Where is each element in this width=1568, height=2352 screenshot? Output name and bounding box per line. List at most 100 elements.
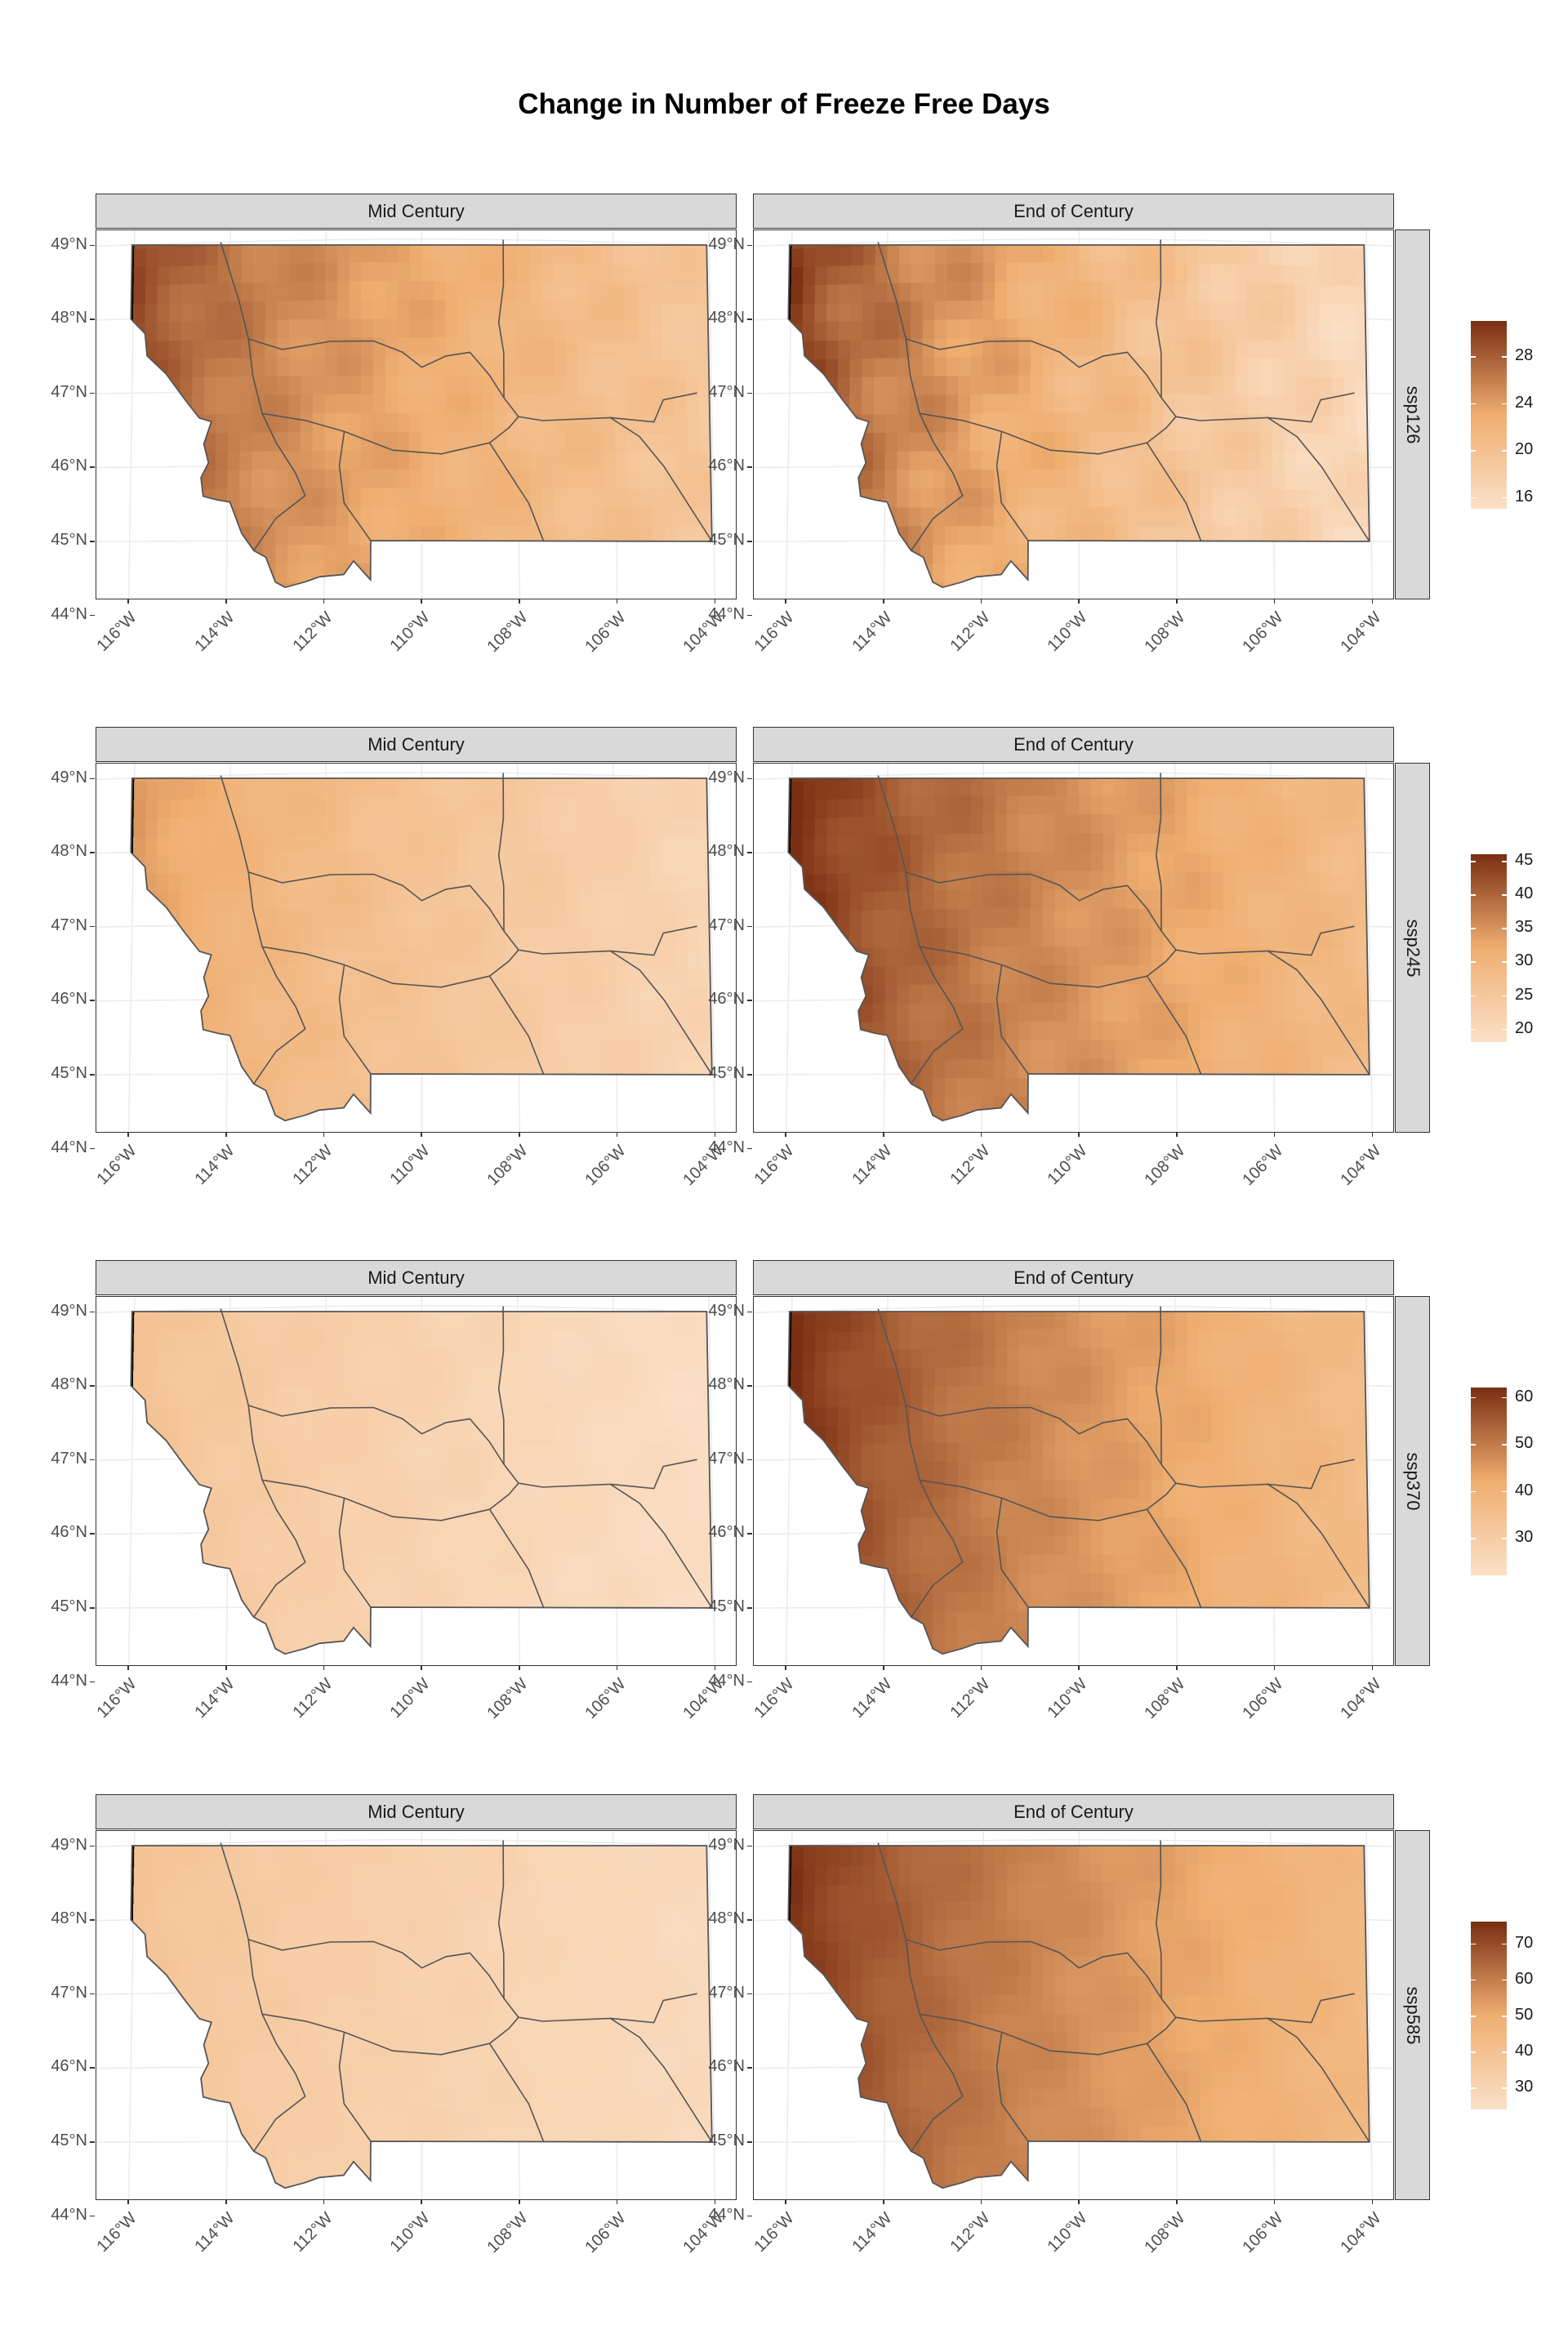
climate-division-boundary [261, 946, 519, 988]
y-tick-label: 44°N [51, 604, 87, 623]
montana-map [96, 1831, 736, 2199]
y-tick-label: 45°N [51, 1597, 87, 1616]
graticule-parallel [754, 1839, 1393, 1848]
y-tick [747, 466, 752, 468]
y-tick [747, 2141, 752, 2143]
x-tick-label: 108°W [1141, 608, 1189, 657]
x-tick [1078, 1665, 1080, 1670]
x-tick-label: 104°W [1336, 608, 1385, 657]
legend-tick [1471, 1943, 1476, 1945]
climate-division-boundary [996, 431, 1029, 541]
legend-tick [1502, 1028, 1507, 1031]
climate-division-boundary [338, 431, 372, 541]
x-tick [1176, 1665, 1178, 1670]
climate-division-boundary [877, 1308, 964, 1618]
legend-label: 45 [1515, 851, 1534, 870]
legend-tick [1502, 1979, 1507, 1981]
map-panel-ssp245-mid [96, 763, 737, 1133]
y-tick [90, 318, 95, 320]
x-tick [616, 2199, 618, 2204]
y-tick-label: 45°N [708, 2132, 745, 2150]
legend-tick [1502, 894, 1507, 896]
y-tick [90, 614, 95, 617]
x-tick [1078, 2199, 1080, 2204]
x-tick [1371, 1132, 1374, 1137]
legend-tick [1502, 2087, 1507, 2089]
climate-division-boundary [905, 338, 1162, 399]
x-tick [1273, 1132, 1276, 1137]
x-tick-label: 114°W [849, 608, 896, 656]
x-tick [785, 2199, 786, 2204]
y-tick [90, 2215, 95, 2217]
x-tick [323, 2199, 325, 2204]
legend-tick [1471, 1028, 1476, 1031]
x-tick-label: 110°W [386, 1142, 434, 1189]
y-tick-label: 45°N [51, 2132, 87, 2150]
y-tick [90, 392, 95, 394]
climate-division-boundary [488, 2042, 545, 2142]
scenario-strip: ssp370 [1395, 1296, 1430, 1666]
y-tick-label: 48°N [51, 1375, 87, 1394]
legend-tick [1471, 2051, 1476, 2053]
y-tick-label: 47°N [708, 1983, 745, 2002]
x-tick-label: 114°W [849, 2209, 896, 2256]
climate-division-boundary [261, 412, 519, 455]
y-tick [747, 1000, 752, 1001]
x-tick [714, 1665, 716, 1670]
legend-label: 20 [1515, 440, 1534, 459]
y-tick-label: 46°N [708, 990, 745, 1009]
graticule-meridian [708, 1831, 716, 2199]
climate-division-boundary [261, 2013, 519, 2056]
facet-strip-end-of-century: End of Century [753, 727, 1394, 762]
legend-label: 40 [1515, 2042, 1534, 2060]
x-tick-label: 114°W [191, 608, 238, 656]
map-panel-ssp370-end [753, 1296, 1394, 1666]
y-tick [90, 925, 95, 928]
facet-strip-end-of-century: End of Century [753, 194, 1394, 229]
climate-division-boundary [1155, 1306, 1355, 1490]
map-panel-ssp126-end [753, 229, 1394, 599]
x-tick-label: 104°W [1336, 2209, 1385, 2257]
legend-tick [1502, 497, 1507, 499]
x-tick [127, 599, 129, 604]
x-tick-label: 112°W [947, 2209, 994, 2256]
climate-division-boundary [220, 242, 306, 551]
legend-tick [1502, 450, 1507, 452]
y-tick-label: 49°N [51, 234, 87, 253]
montana-map [96, 764, 736, 1132]
y-tick [90, 541, 95, 542]
climate-division-boundary [488, 1508, 545, 1608]
y-tick-label: 45°N [708, 1597, 745, 1616]
climate-division-boundary [1267, 2017, 1370, 2143]
climate-division-boundary [919, 412, 1177, 455]
y-tick-label: 44°N [708, 1671, 745, 1690]
climate-division-boundary [877, 1842, 964, 2152]
x-tick-label: 114°W [191, 1142, 238, 1189]
state-outline [787, 1311, 1370, 1655]
x-tick [1273, 599, 1276, 604]
y-tick [747, 1845, 752, 1847]
legend-label: 25 [1515, 985, 1534, 1004]
graticule-parallel [754, 772, 1393, 781]
legend-colorbar [1471, 854, 1507, 1042]
climate-division-boundary [488, 975, 545, 1075]
legend-tick [1502, 2016, 1507, 2017]
x-tick-label: 108°W [1141, 1675, 1189, 1723]
y-tick [90, 1919, 95, 1921]
legend-label: 40 [1515, 884, 1534, 903]
x-tick [785, 1132, 786, 1137]
montana-map [754, 1831, 1393, 2199]
x-tick-label: 116°W [93, 1675, 140, 1722]
y-tick [90, 244, 95, 247]
y-tick [747, 1147, 752, 1150]
x-tick-label: 106°W [1239, 608, 1287, 657]
y-tick-label: 48°N [51, 842, 87, 861]
y-tick-label: 46°N [51, 1523, 87, 1542]
graticule-parallel [96, 1305, 736, 1314]
graticule-parallel [754, 1305, 1393, 1314]
climate-division-boundary [919, 2013, 1177, 2056]
x-tick [1371, 1665, 1374, 1670]
climate-division-boundary [1146, 1508, 1202, 1608]
y-tick [747, 852, 752, 853]
x-tick [785, 599, 786, 604]
